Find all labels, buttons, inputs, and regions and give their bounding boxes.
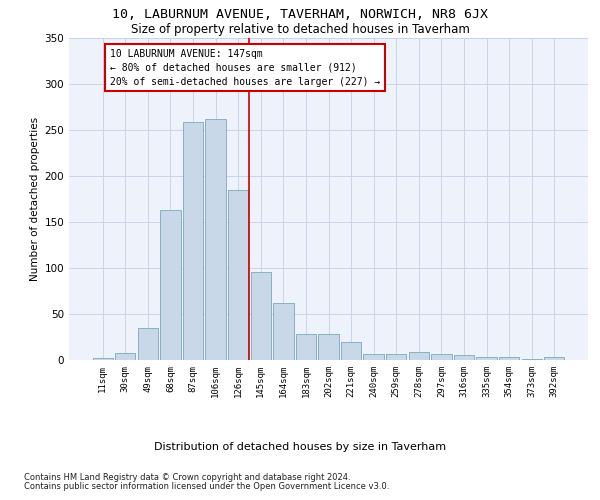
Text: 10, LABURNUM AVENUE, TAVERHAM, NORWICH, NR8 6JX: 10, LABURNUM AVENUE, TAVERHAM, NORWICH, … bbox=[112, 8, 488, 20]
Bar bbox=[160, 210, 181, 360]
Bar bbox=[138, 328, 158, 360]
Y-axis label: Number of detached properties: Number of detached properties bbox=[30, 116, 40, 281]
Bar bbox=[319, 334, 338, 360]
Bar bbox=[205, 118, 226, 360]
Bar bbox=[296, 334, 316, 360]
Bar bbox=[386, 354, 406, 360]
Bar bbox=[431, 354, 452, 360]
Bar bbox=[521, 359, 542, 360]
Bar bbox=[92, 358, 113, 360]
Bar bbox=[409, 352, 429, 360]
Bar bbox=[544, 357, 565, 360]
Bar bbox=[273, 303, 293, 360]
Bar bbox=[341, 342, 361, 360]
Text: Contains HM Land Registry data © Crown copyright and database right 2024.: Contains HM Land Registry data © Crown c… bbox=[24, 472, 350, 482]
Bar bbox=[476, 357, 497, 360]
Text: 10 LABURNUM AVENUE: 147sqm
← 80% of detached houses are smaller (912)
20% of sem: 10 LABURNUM AVENUE: 147sqm ← 80% of deta… bbox=[110, 48, 380, 86]
Bar bbox=[183, 122, 203, 360]
Bar bbox=[228, 190, 248, 360]
Bar bbox=[115, 352, 136, 360]
Bar bbox=[364, 354, 384, 360]
Bar bbox=[499, 357, 519, 360]
Text: Distribution of detached houses by size in Taverham: Distribution of detached houses by size … bbox=[154, 442, 446, 452]
Bar bbox=[454, 356, 474, 360]
Text: Contains public sector information licensed under the Open Government Licence v3: Contains public sector information licen… bbox=[24, 482, 389, 491]
Bar bbox=[251, 272, 271, 360]
Text: Size of property relative to detached houses in Taverham: Size of property relative to detached ho… bbox=[131, 22, 469, 36]
